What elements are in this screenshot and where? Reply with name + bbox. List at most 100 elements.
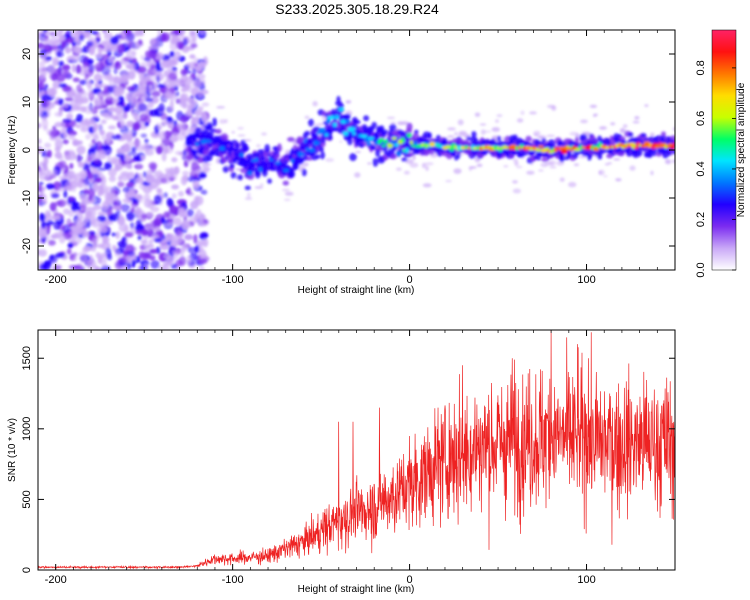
spectrogram-noise-cell [38, 32, 41, 41]
spectrogram-core-cell [560, 149, 568, 154]
spectrogram-noise-cell [69, 162, 74, 170]
spectrogram-noise-cell [154, 226, 161, 232]
spectrogram-noise-cell [70, 203, 78, 212]
spectrogram-band-cell [308, 118, 314, 127]
spectrogram-noise-cell [169, 50, 175, 58]
spectrogram-noise-cell [87, 90, 93, 98]
spectrogram-noise-cell [120, 203, 130, 213]
spectrogram-noise-cell [101, 66, 111, 76]
spectrogram-band-cell [229, 163, 235, 169]
spectrogram-noise-cell [175, 91, 180, 97]
spectrogram-noise-cell [200, 189, 208, 195]
spectrogram-noise-cell [52, 125, 57, 131]
spectrogram-noise-cell [78, 34, 85, 42]
spectrogram-core-cell [190, 148, 196, 153]
spectrogram-noise-cell [96, 167, 106, 172]
spectrogram-noise-cell [89, 153, 97, 159]
spectrogram-band-cell [482, 150, 488, 156]
spectrogram-noise-cell [127, 150, 137, 157]
spectrogram-noise-cell [40, 229, 47, 238]
snr-series-line [38, 330, 675, 570]
spectrogram-noise-cell [60, 181, 65, 189]
spectrogram-noise-cell [69, 54, 80, 62]
spectrogram-noise-cell [181, 154, 188, 160]
spectrogram-band-cell [328, 135, 333, 141]
spectrogram-halo-cell [412, 154, 416, 161]
spectrogram-noise-cell [93, 265, 98, 270]
spectrogram-noise-cell [154, 237, 162, 243]
spectrogram-halo-cell [237, 126, 244, 130]
spectrogram-noise-cell [91, 127, 98, 132]
spectrogram-noise-cell [93, 182, 99, 192]
spectrogram-noise-cell [53, 59, 59, 65]
spectrogram-core-cell [401, 137, 405, 143]
spectrogram-band-cell [414, 129, 419, 134]
spectrogram-noise-cell [132, 122, 141, 131]
spectrogram-core-cell [197, 134, 201, 139]
spectrogram-noise-cell [83, 188, 90, 195]
spectrogram-noise-cell [57, 187, 66, 192]
spectrogram-core-cell [390, 140, 395, 145]
spectrogram-noise-cell [130, 41, 140, 50]
spectrogram-band-cell [319, 146, 324, 153]
spectrogram-noise-cell [124, 153, 132, 163]
spectrogram-noise-cell [143, 57, 151, 62]
spectrogram-band-cell [380, 131, 387, 137]
spectrogram-noise-cell [90, 30, 99, 35]
spectrogram-core-cell [247, 171, 253, 176]
spectrogram-noise-cell [193, 195, 200, 205]
spectrogram-noise-cell [128, 130, 133, 136]
spectrogram-noise-cell [155, 145, 163, 155]
spectrogram-band-cell [471, 131, 477, 138]
spectrogram-noise-cell [78, 221, 86, 227]
spectrogram-core-cell [355, 131, 361, 135]
spectrogram-halo-cell [281, 188, 290, 192]
spectrogram-band-cell [427, 132, 432, 140]
spectrogram-noise-cell [129, 222, 135, 229]
spectrogram-noise-cell [101, 54, 110, 60]
spectrogram-core-cell [233, 152, 241, 156]
spectrogram-halo-cell [445, 180, 452, 183]
spectrogram-noise-cell [108, 214, 116, 222]
spectrogram-noise-cell [197, 217, 204, 224]
spectrogram-core-cell [537, 145, 544, 148]
spectrogram-noise-cell [44, 56, 53, 61]
spectrogram-noise-cell [51, 234, 56, 240]
spectrogram-core-cell [254, 157, 259, 162]
spectrogram-noise-cell [79, 254, 88, 263]
spectrogram-core-cell [217, 139, 224, 144]
spectrogram-core-cell [236, 161, 243, 165]
spectrogram-noise-cell [51, 215, 61, 221]
spectrogram-noise-cell [94, 53, 104, 58]
spectrogram-noise-cell [163, 253, 172, 260]
spectrogram-noise-cell [168, 72, 178, 81]
spectrogram-noise-cell [192, 68, 197, 75]
spectrogram-band-cell [406, 122, 413, 132]
spectrogram-noise-cell [106, 73, 112, 82]
spectrogram-noise-cell [124, 39, 131, 47]
spectrogram-noise-cell [114, 86, 124, 96]
spectrogram-noise-cell [46, 149, 52, 158]
spectrogram-noise-cell [57, 98, 64, 106]
spectrogram-core-cell [657, 142, 662, 146]
spectrogram-halo-cell [629, 165, 636, 171]
spectrogram-noise-cell [120, 119, 125, 129]
spectrogram-noise-cell [181, 243, 187, 252]
spectrogram-noise-cell [174, 30, 182, 36]
spectrogram-halo-cell [235, 167, 242, 172]
spectrogram-noise-cell [147, 199, 155, 210]
spectrogram-noise-cell [137, 264, 142, 270]
spectrogram-noise-cell [137, 103, 148, 112]
spectrogram-noise-cell [82, 231, 90, 238]
spectrogram-halo-cell [592, 114, 597, 117]
spectrogram-halo-cell [512, 180, 518, 184]
spectrogram-noise-cell [115, 231, 120, 240]
spectrogram-noise-cell [101, 104, 107, 109]
spectrogram-halo-cell [474, 112, 481, 117]
spectrogram-noise-cell [140, 133, 147, 138]
spectrogram-noise-cell [126, 86, 135, 91]
spectrogram-noise-cell [66, 36, 75, 44]
spectrogram-noise-cell [59, 234, 66, 244]
spectrogram-noise-cell [176, 132, 186, 141]
